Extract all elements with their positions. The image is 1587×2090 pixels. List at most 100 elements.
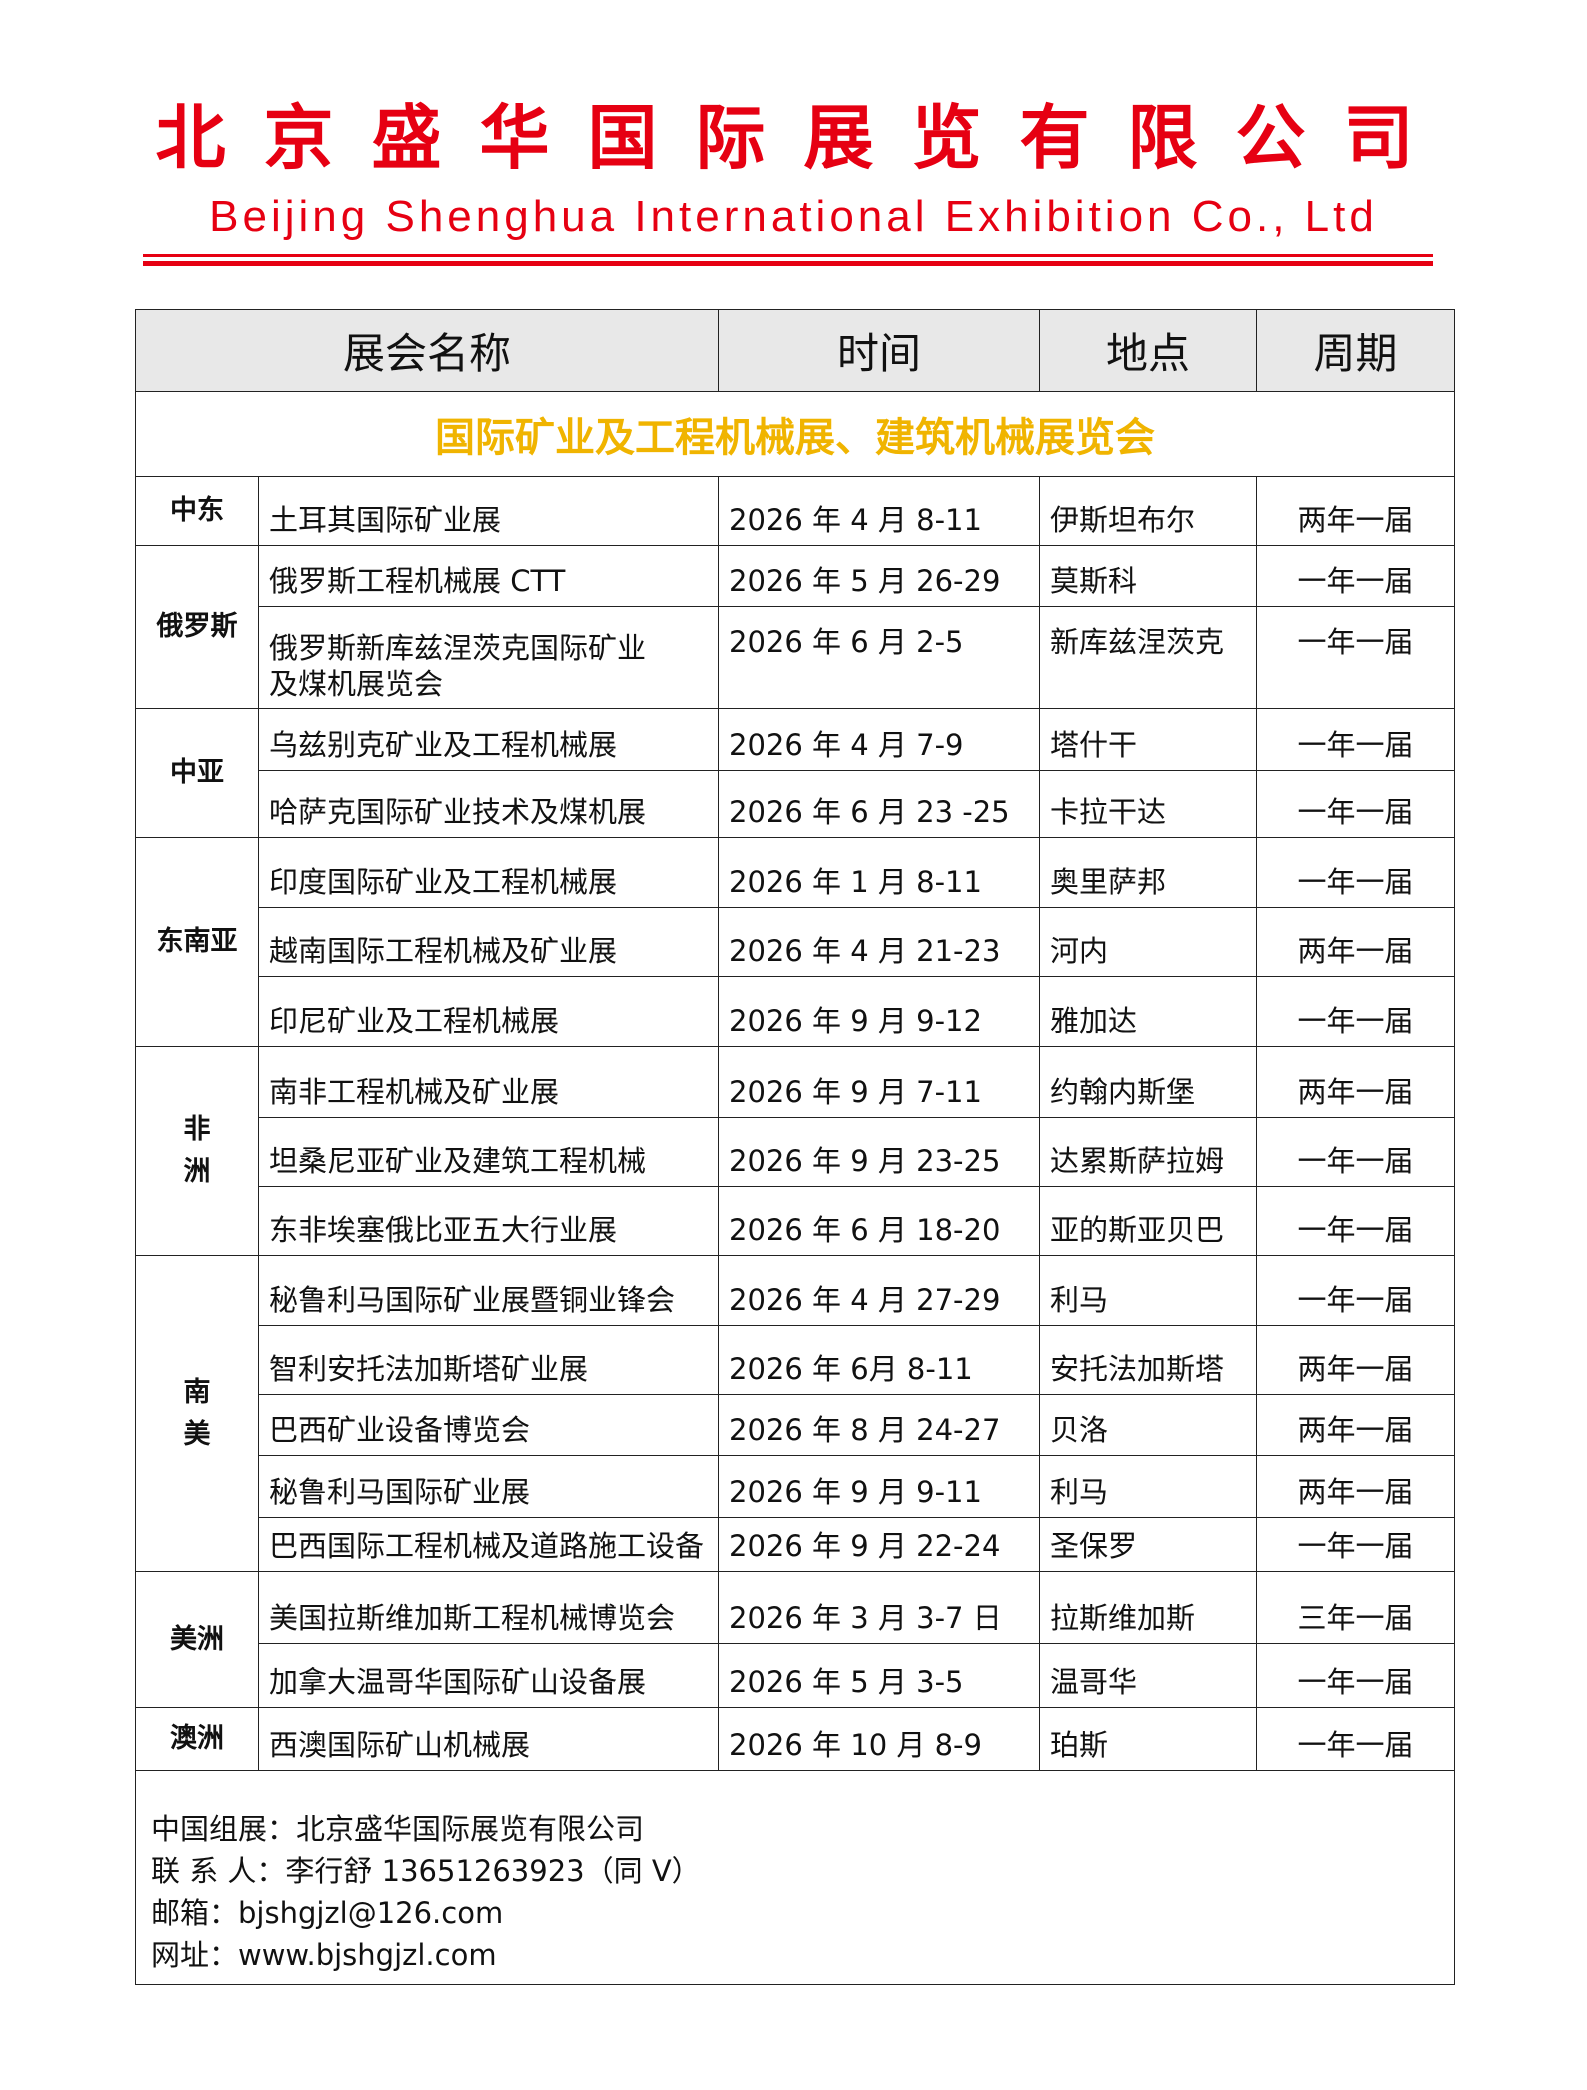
table-row: 俄罗斯新库兹涅茨克国际矿业及煤机展览会 2026 年 6 月 2-5 新库兹涅茨克一… <box>136 606 1456 709</box>
table-row: 智利安托法加斯塔矿业展 2026 年 6月 8-11 安托法加斯塔 两年一届 <box>136 1325 1456 1395</box>
table-row: 东非埃塞俄比亚五大行业展 2026 年 6 月 18-20 亚的斯亚贝巴 一年一届 <box>136 1186 1456 1256</box>
exhibition-date: 2026 年 9 月 9-11 <box>718 1455 1041 1518</box>
exhibition-cycle: 两年一届 <box>1256 1455 1456 1518</box>
exhibition-location: 塔什干 <box>1039 708 1258 771</box>
region-label: 俄罗斯 <box>135 545 259 709</box>
exhibition-location: 新库兹涅茨克 <box>1039 606 1258 709</box>
region-label: 非洲 <box>135 1046 259 1256</box>
column-header-location: 地点 <box>1039 309 1258 392</box>
exhibition-date: 2026 年 4 月 8-11 <box>718 476 1041 546</box>
exhibition-name: 越南国际工程机械及矿业展 <box>257 907 720 977</box>
exhibition-name: 巴西矿业设备博览会 <box>257 1394 720 1456</box>
exhibition-cycle: 一年一届 <box>1256 1707 1456 1771</box>
exhibition-cycle: 一年一届 <box>1256 1186 1456 1256</box>
exhibition-location: 雅加达 <box>1039 976 1258 1047</box>
exhibition-location: 达累斯萨拉姆 <box>1039 1117 1258 1187</box>
table-row: 巴西矿业设备博览会 2026 年 8 月 24-27 贝洛 两年一届 <box>136 1394 1456 1456</box>
exhibition-date: 2026 年 9 月 22-24 <box>718 1517 1041 1572</box>
exhibition-cycle: 两年一届 <box>1256 1325 1456 1395</box>
exhibition-date: 2026 年 6 月 18-20 <box>718 1186 1041 1256</box>
exhibition-cycle: 一年一届 <box>1256 708 1456 771</box>
table-row: 坦桑尼亚矿业及建筑工程机械 2026 年 9 月 23-25 达累斯萨拉姆 一年一届 <box>136 1117 1456 1187</box>
exhibition-date: 2026 年 9 月 9-12 <box>718 976 1041 1047</box>
exhibition-date: 2026 年 8 月 24-27 <box>718 1394 1041 1456</box>
contact-person: 联 系 人：李行舒 13651263923（同 V） <box>151 1854 701 1888</box>
exhibition-location: 拉斯维加斯 <box>1039 1571 1258 1644</box>
exhibition-location: 奥里萨邦 <box>1039 837 1258 908</box>
exhibition-cycle: 一年一届 <box>1256 1117 1456 1187</box>
exhibition-date: 2026 年 9 月 23-25 <box>718 1117 1041 1187</box>
exhibition-location: 利马 <box>1039 1255 1258 1326</box>
exhibition-date: 2026 年 3 月 3-7 日 <box>718 1571 1041 1644</box>
column-header-time: 时间 <box>718 309 1041 392</box>
exhibition-location: 莫斯科 <box>1039 545 1258 607</box>
exhibition-location: 河内 <box>1039 907 1258 977</box>
exhibition-cycle: 一年一届 <box>1256 770 1456 838</box>
exhibition-date: 2026 年 6 月 23 -25 <box>718 770 1041 838</box>
exhibition-location: 安托法加斯塔 <box>1039 1325 1258 1395</box>
exhibition-cycle: 两年一届 <box>1256 476 1456 546</box>
exhibition-location: 圣保罗 <box>1039 1517 1258 1572</box>
table-row: 越南国际工程机械及矿业展 2026 年 4 月 21-23 河内 两年一届 <box>136 907 1456 977</box>
table-row: 美洲 美国拉斯维加斯工程机械博览会 2026 年 3 月 3-7 日拉斯维加斯 三年一… <box>135 1571 1456 1708</box>
header-divider <box>143 254 1433 257</box>
exhibition-date: 2026 年 4 月 27-29 <box>718 1255 1041 1326</box>
exhibition-name: 印度国际矿业及工程机械展 <box>257 837 720 908</box>
exhibition-name: 坦桑尼亚矿业及建筑工程机械 <box>257 1117 720 1187</box>
category-banner: 国际矿业及工程机械展、建筑机械展览会 <box>134 391 1456 477</box>
region-label: 中亚 <box>135 708 259 838</box>
exhibition-location: 珀斯 <box>1039 1707 1258 1771</box>
exhibition-cycle: 两年一届 <box>1256 907 1456 977</box>
region-label: 美洲 <box>135 1571 259 1708</box>
exhibition-location: 约翰内斯堡 <box>1039 1046 1258 1118</box>
exhibition-cycle: 一年一届 <box>1256 1517 1456 1572</box>
exhibition-cycle: 两年一届 <box>1256 1046 1456 1118</box>
exhibition-name: 哈萨克国际矿业技术及煤机展 <box>257 770 720 838</box>
exhibition-location: 温哥华 <box>1039 1643 1258 1708</box>
exhibition-name: 智利安托法加斯塔矿业展 <box>257 1325 720 1395</box>
contact-info: 中国组展：北京盛华国际展览有限公司 联 系 人：李行舒 13651263923（… <box>134 1770 1456 1985</box>
table-row: 澳洲 西澳国际矿山机械展 2026 年 10 月 8-9 珀斯 一年一届 <box>135 1707 1456 1771</box>
table-row: 哈萨克国际矿业技术及煤机展 2026 年 6 月 23 -25 卡拉干达 一年一届 <box>136 770 1456 838</box>
exhibition-location: 亚的斯亚贝巴 <box>1039 1186 1258 1256</box>
company-name-en: Beijing Shenghua International Exhibitio… <box>209 192 1378 241</box>
table-row: 印尼矿业及工程机械展 2026 年 9 月 9-12 雅加达 一年一届 <box>136 976 1456 1047</box>
exhibition-name: 美国拉斯维加斯工程机械博览会 <box>257 1571 720 1644</box>
region-label: 中东 <box>135 476 259 546</box>
table-row: 南美 秘鲁利马国际矿业展暨铜业锋会 2026 年 4 月 27-29 利马 一年一届 <box>135 1255 1456 1572</box>
exhibition-date: 2026 年 5 月 26-29 <box>718 545 1041 607</box>
exhibition-table: 展会名称 时间 地点 周期 国际矿业及工程机械展、建筑机械展览会 中东 土耳其国际… <box>134 309 1456 1985</box>
region-label: 澳洲 <box>135 1707 259 1771</box>
exhibition-name: 巴西国际工程机械及道路施工设备 <box>257 1517 720 1572</box>
table-row: 加拿大温哥华国际矿山设备展 2026 年 5 月 3-5 温哥华 一年一届 <box>136 1643 1456 1708</box>
exhibition-name: 东非埃塞俄比亚五大行业展 <box>257 1186 720 1256</box>
exhibition-cycle: 一年一届 <box>1256 545 1456 607</box>
exhibition-name: 南非工程机械及矿业展 <box>257 1046 720 1118</box>
organizer: 中国组展：北京盛华国际展览有限公司 <box>151 1812 645 1846</box>
exhibition-date: 2026 年 9 月 7-11 <box>718 1046 1041 1118</box>
exhibition-date: 2026 年 4 月 7-9 <box>718 708 1041 771</box>
exhibition-cycle: 三年一届 <box>1256 1571 1456 1644</box>
exhibition-date: 2026 年 10 月 8-9 <box>718 1707 1041 1771</box>
table-row: 中东 土耳其国际矿业展 2026 年 4 月 8-11 伊斯坦布尔 两年一届 <box>135 476 1456 546</box>
exhibition-cycle: 一年一届 <box>1256 1643 1456 1708</box>
exhibition-cycle: 两年一届 <box>1256 1394 1456 1456</box>
exhibition-date: 2026 年 6月 8-11 <box>718 1325 1041 1395</box>
exhibition-date: 2026 年 5 月 3-5 <box>718 1643 1041 1708</box>
table-row: 中亚 乌兹别克矿业及工程机械展 2026 年 4 月 7-9 塔什干 一年一届 <box>135 708 1456 838</box>
table-row: 巴西国际工程机械及道路施工设备 2026 年 9 月 22-24 圣保罗 一年一届 <box>136 1517 1456 1572</box>
exhibition-cycle: 一年一届 <box>1256 976 1456 1047</box>
table-row: 俄罗斯 俄罗斯工程机械展 CTT 2026 年 5 月 26-29 莫斯科 一年一届 <box>135 545 1456 709</box>
exhibition-name: 俄罗斯新库兹涅茨克国际矿业及煤机展览会 <box>257 606 720 709</box>
region-label: 东南亚 <box>135 837 259 1047</box>
exhibition-cycle: 一年一届 <box>1256 1255 1456 1326</box>
column-header-name: 展会名称 <box>134 309 720 392</box>
exhibition-name: 西澳国际矿山机械展 <box>257 1707 720 1771</box>
email[interactable]: 邮箱：bjshgjzl@126.com <box>151 1896 504 1930</box>
website[interactable]: 网址：www.bjshgjzl.com <box>151 1938 497 1972</box>
exhibition-date: 2026 年 1 月 8-11 <box>718 837 1041 908</box>
exhibition-name: 土耳其国际矿业展 <box>257 476 720 546</box>
exhibition-cycle: 一年一届 <box>1256 837 1456 908</box>
exhibition-date: 2026 年 6 月 2-5 <box>718 606 1041 709</box>
exhibition-name: 印尼矿业及工程机械展 <box>257 976 720 1047</box>
